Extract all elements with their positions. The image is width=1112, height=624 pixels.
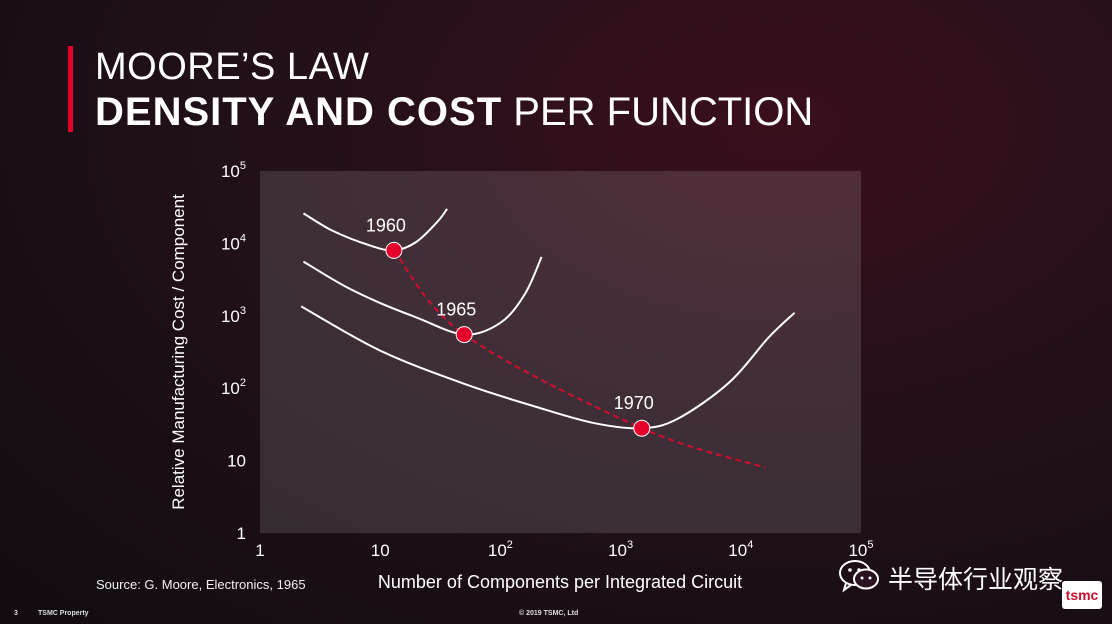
title-bold: DENSITY AND COST (95, 90, 503, 134)
x-tick-label: 104 (728, 539, 753, 560)
wechat-icon (839, 560, 879, 593)
tsmc-logo: tsmc (1062, 581, 1102, 609)
year-label-1965: 1965 (436, 300, 476, 320)
cost-curve-1970 (300, 305, 796, 430)
y-tick-label: 105 (221, 160, 246, 181)
y-tick-label: 1 (237, 524, 246, 543)
footer-page-number: 3 (14, 610, 18, 617)
minimum-point-1970 (633, 419, 651, 437)
cost-curve-1965 (302, 256, 543, 336)
source-note: Source: G. Moore, Electronics, 1965 (96, 577, 306, 592)
plot-area (260, 171, 861, 533)
y-tick-label: 103 (221, 305, 246, 326)
x-tick-label: 103 (608, 539, 633, 560)
footer-copyright: © 2019 TSMC, Ltd (519, 610, 579, 617)
y-tick-label: 102 (221, 377, 246, 398)
minimum-cost-trend (393, 249, 766, 469)
title-line-2: DENSITY AND COST PER FUNCTION (95, 90, 813, 135)
x-axis-label: Number of Components per Integrated Circ… (378, 572, 742, 592)
minimum-point-1965 (455, 326, 473, 344)
title-line-1: MOORE’S LAW (95, 46, 370, 88)
svg-text:tsmc: tsmc (1066, 587, 1099, 603)
year-label-1970: 1970 (614, 393, 654, 413)
year-label-1960: 1960 (366, 215, 406, 235)
y-tick-label: 10 (227, 452, 246, 471)
x-tick-label: 10 (371, 541, 390, 560)
y-axis-label: Relative Manufacturing Cost / Component (169, 194, 188, 510)
x-tick-label: 102 (488, 539, 513, 560)
title-rest: PER FUNCTION (513, 90, 814, 134)
watermark-text: 半导体行业观察 (888, 566, 1064, 594)
minimum-point-1960 (385, 241, 403, 259)
x-tick-label: 105 (848, 539, 873, 560)
y-tick-label: 104 (221, 232, 246, 253)
title-accent-bar (68, 46, 73, 132)
x-tick-label: 1 (255, 541, 264, 560)
footer-property: TSMC Property (38, 610, 89, 617)
